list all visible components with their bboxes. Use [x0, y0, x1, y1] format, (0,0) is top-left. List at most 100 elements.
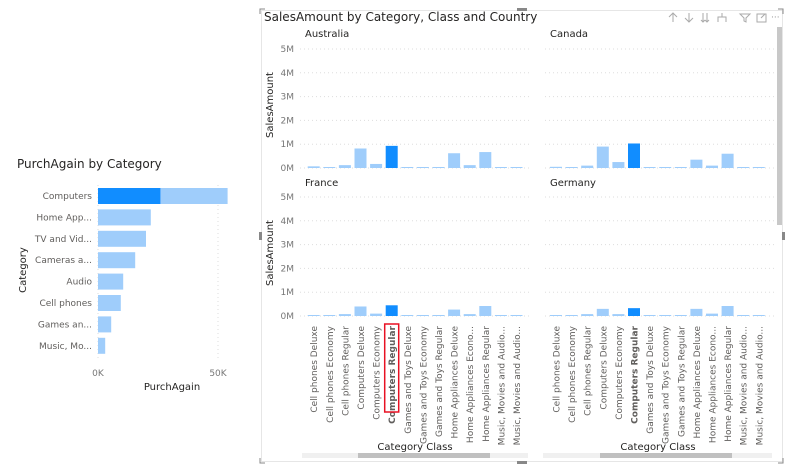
category-class-label[interactable]: Computers Regular — [388, 325, 398, 423]
bar-australia-5[interactable] — [385, 145, 398, 168]
category-class-label[interactable]: Computers Regular — [631, 325, 641, 423]
bar-germany-2[interactable] — [581, 314, 594, 316]
resize-handle-right[interactable] — [782, 232, 785, 240]
bar-france-1[interactable] — [323, 315, 336, 316]
resize-handle-left[interactable] — [259, 232, 262, 240]
bar-germany-8[interactable] — [674, 315, 687, 316]
bar-germany-3[interactable] — [596, 308, 609, 316]
bar-canada-4[interactable] — [612, 162, 625, 168]
bar-france-8[interactable] — [432, 315, 445, 316]
bar-germany-1[interactable] — [565, 315, 578, 316]
resize-corners[interactable] — [259, 8, 784, 464]
bar-australia-8[interactable] — [432, 167, 445, 168]
category-class-label[interactable]: Cell phones Deluxe — [553, 326, 563, 413]
bar-australia-12[interactable] — [494, 167, 507, 168]
expand-hierarchy-icon[interactable] — [717, 13, 727, 22]
category-class-label[interactable]: Cell phones Regular — [341, 326, 351, 416]
bar-germany-5[interactable] — [628, 308, 640, 316]
bar-canada-11[interactable] — [721, 153, 734, 168]
category-class-label[interactable]: Games and Toys Economy — [662, 325, 672, 444]
bar-canada-8[interactable] — [674, 167, 687, 168]
category-class-label[interactable]: Music, Movies and Audio... — [755, 326, 765, 445]
drill-down-icon[interactable] — [684, 13, 694, 23]
bar-germany-6[interactable] — [643, 315, 656, 316]
filter-icon[interactable] — [738, 13, 752, 23]
category-class-label[interactable]: Music, Movies and Audio... — [497, 326, 507, 445]
bar-Music, Mo...[interactable] — [98, 337, 106, 354]
category-class-label[interactable]: Games and Toys Deluxe — [646, 326, 656, 434]
bar-australia-10[interactable] — [463, 165, 476, 168]
category-class-label[interactable]: Home Appliances Deluxe — [451, 326, 461, 439]
more-options-icon[interactable]: ··· — [771, 13, 780, 23]
bar-canada-3[interactable] — [596, 146, 609, 168]
category-class-label[interactable]: Home Appliances Econo... — [466, 326, 476, 443]
bar-Audio[interactable] — [98, 273, 124, 290]
category-class-label[interactable]: Cell phones Economy — [568, 325, 578, 423]
bar-france-11[interactable] — [479, 306, 492, 316]
category-class-label[interactable]: Computers Deluxe — [357, 326, 367, 410]
bar-canada-13[interactable] — [752, 167, 765, 168]
bar-canada-10[interactable] — [706, 165, 718, 168]
bar-france-12[interactable] — [494, 315, 507, 316]
bar-Games an...[interactable] — [98, 316, 112, 333]
category-class-label[interactable]: Games and Toys Regular — [435, 326, 445, 437]
category-class-label[interactable]: Home Appliances Regular — [724, 326, 734, 442]
bar-australia-7[interactable] — [416, 167, 429, 168]
bar-france-6[interactable] — [401, 315, 414, 316]
bar-highlight-Computers[interactable] — [98, 188, 161, 204]
bar-france-5[interactable] — [385, 305, 398, 316]
category-class-label[interactable]: Home Appliances Regular — [482, 326, 492, 442]
category-class-label[interactable]: Cell phones Regular — [584, 326, 594, 416]
resize-handle-top[interactable] — [517, 8, 527, 11]
bar-germany-0[interactable] — [550, 315, 562, 316]
bar-canada-0[interactable] — [550, 166, 562, 168]
bar-france-4[interactable] — [370, 313, 383, 316]
bar-canada-1[interactable] — [565, 167, 578, 168]
bar-canada-12[interactable] — [737, 167, 750, 168]
bar-canada-6[interactable] — [643, 167, 656, 168]
category-class-label[interactable]: Computers Economy — [615, 325, 625, 419]
bar-Cameras a...[interactable] — [98, 252, 136, 269]
bar-TV and Vid...[interactable] — [98, 230, 146, 247]
bar-canada-7[interactable] — [659, 167, 672, 168]
category-class-label[interactable]: Cell phones Deluxe — [310, 326, 320, 413]
bar-france-9[interactable] — [448, 309, 461, 316]
h-scrollbar-thumb-left[interactable] — [358, 453, 490, 458]
bar-france-2[interactable] — [338, 314, 351, 316]
bar-germany-12[interactable] — [737, 315, 750, 316]
bar-germany-7[interactable] — [659, 315, 672, 316]
category-class-label[interactable]: Games and Toys Economy — [419, 325, 429, 444]
bar-france-13[interactable] — [510, 315, 523, 316]
vertical-scrollbar[interactable] — [777, 27, 782, 225]
bar-france-0[interactable] — [307, 315, 320, 316]
h-scrollbar-thumb-right[interactable] — [600, 453, 732, 458]
focus-mode-icon[interactable] — [756, 13, 767, 23]
bar-australia-3[interactable] — [354, 148, 367, 168]
bar-australia-9[interactable] — [448, 153, 461, 168]
bar-germany-10[interactable] — [706, 313, 718, 316]
bar-australia-11[interactable] — [479, 152, 492, 168]
bar-france-7[interactable] — [416, 315, 429, 316]
bar-france-10[interactable] — [463, 314, 476, 316]
salesamount-small-multiples-chart[interactable]: SalesAmount by Category, Class and Count… — [259, 8, 785, 464]
bar-australia-6[interactable] — [401, 167, 414, 168]
category-class-label[interactable]: Computers Deluxe — [599, 326, 609, 410]
bar-australia-4[interactable] — [370, 163, 383, 168]
bar-germany-4[interactable] — [612, 314, 625, 316]
bar-france-3[interactable] — [354, 306, 367, 316]
category-class-label[interactable]: Home Appliances Econo... — [709, 326, 719, 443]
bar-canada-2[interactable] — [581, 165, 594, 168]
bar-Home App...[interactable] — [98, 209, 151, 226]
category-class-label[interactable]: Cell phones Economy — [326, 325, 336, 423]
bar-germany-13[interactable] — [752, 315, 765, 316]
resize-handle-bottom[interactable] — [517, 461, 527, 464]
category-class-label[interactable]: Computers Economy — [373, 325, 383, 419]
bar-Cell phones[interactable] — [98, 295, 121, 311]
category-class-label[interactable]: Music, Movies and Audio... — [513, 326, 523, 445]
category-class-label[interactable]: Home Appliances Deluxe — [693, 326, 703, 439]
bar-australia-0[interactable] — [307, 166, 320, 168]
bar-australia-2[interactable] — [338, 165, 351, 168]
bar-germany-9[interactable] — [690, 308, 703, 316]
drill-up-icon[interactable] — [668, 12, 678, 22]
bar-canada-5[interactable] — [628, 143, 640, 168]
